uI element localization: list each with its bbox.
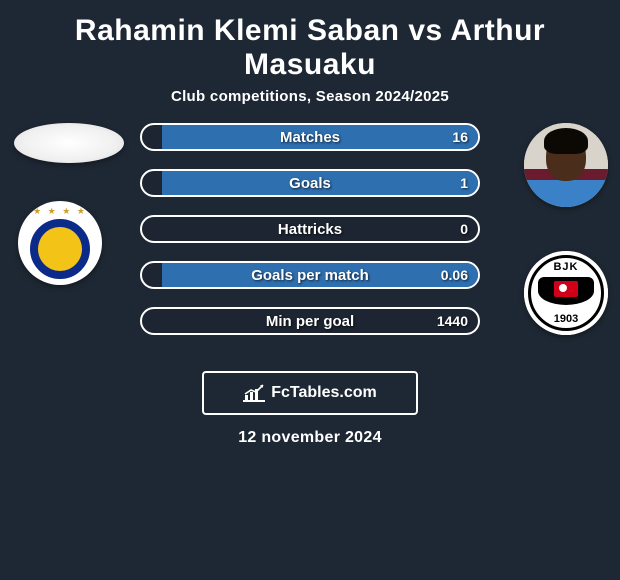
chart-growth-icon <box>243 384 265 402</box>
watermark-text: FcTables.com <box>271 384 377 402</box>
right-player-avatar <box>524 123 608 207</box>
stat-row: Matches 16 <box>140 123 480 151</box>
besiktas-badge-icon: BJK 1903 <box>524 251 608 335</box>
right-club-badge: BJK 1903 <box>524 251 608 335</box>
badge-stars-icon: ★ ★ ★ ★ <box>18 206 102 217</box>
stat-label: Goals per match <box>251 267 369 284</box>
stat-row: Goals 1 <box>140 169 480 197</box>
stat-value-right: 1440 <box>437 313 468 329</box>
stat-value-right: 16 <box>452 129 468 145</box>
badge-letters: BJK <box>553 261 578 273</box>
stat-label: Goals <box>289 175 331 192</box>
maccabi-badge-icon: ★ ★ ★ ★ <box>18 201 102 285</box>
player-face-icon <box>524 123 608 207</box>
comparison-date: 12 november 2024 <box>0 429 620 447</box>
stat-value-right: 0.06 <box>441 267 468 283</box>
watermark: FcTables.com <box>202 371 418 415</box>
left-club-badge: ★ ★ ★ ★ <box>18 201 102 285</box>
badge-year: 1903 <box>554 313 578 325</box>
turkish-flag-icon <box>554 281 578 297</box>
stat-label: Hattricks <box>278 221 342 238</box>
stat-label: Matches <box>280 129 340 146</box>
left-player-avatar <box>14 123 124 163</box>
stat-label: Min per goal <box>266 313 354 330</box>
page-title: Rahamin Klemi Saban vs Arthur Masuaku <box>0 0 620 88</box>
stat-row: Goals per match 0.06 <box>140 261 480 289</box>
page-subtitle: Club competitions, Season 2024/2025 <box>0 88 620 123</box>
stat-value-right: 1 <box>460 175 468 191</box>
stat-bars: Matches 16 Goals 1 Hattricks 0 Goals per match… <box>140 123 480 353</box>
stat-row: Min per goal 1440 <box>140 307 480 335</box>
stat-value-right: 0 <box>460 221 468 237</box>
stat-row: Hattricks 0 <box>140 215 480 243</box>
